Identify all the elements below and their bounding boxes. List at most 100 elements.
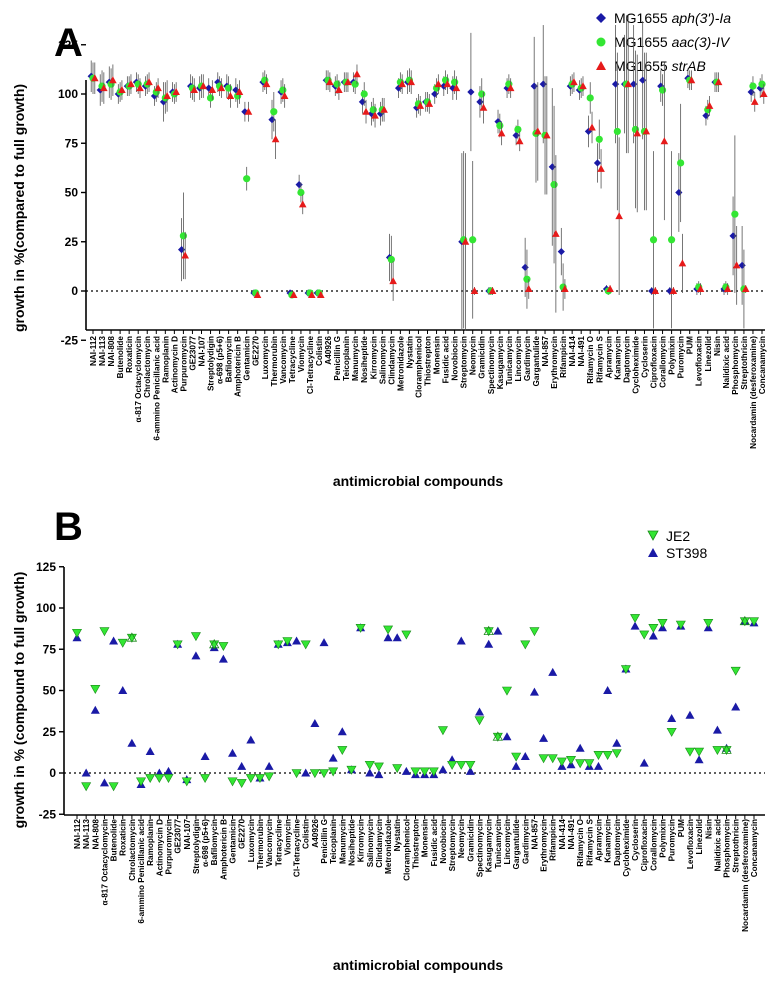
point-je2-lincomycin <box>501 686 512 696</box>
point-je2-nai-491 <box>566 756 577 765</box>
point-st398-nai-113 <box>81 768 91 777</box>
x-category-label-kirromycin: Kirromycin <box>369 336 378 379</box>
point-mg1655-aph-3-ia-ciprofloxacin <box>648 287 656 295</box>
point-je2-puromycin <box>666 727 677 737</box>
point-st398-daptomycin <box>612 738 622 747</box>
point-mg1655-aac-3-iv-gramicidin <box>478 90 486 98</box>
point-mg1655-strab-concanamycin <box>760 90 768 97</box>
point-je2-kasugamycin <box>483 627 494 637</box>
point-mg1655-strab-puromycin <box>678 259 687 267</box>
point-mg1655-aac-3-iv-rifamycin-o <box>586 94 594 102</box>
point-mg1655-strab-streptomycin <box>461 237 470 245</box>
point-st398-streptolydigin <box>191 651 201 660</box>
point-je2-apramycin <box>593 751 604 760</box>
legend-label-strab: MG1655 strAB <box>614 58 706 74</box>
point-mg1655-strab-roxaticin <box>127 80 135 88</box>
point-mg1655-strab-neomycin <box>470 287 479 294</box>
x-category-label-clindamycin: Clindamycin <box>387 336 396 385</box>
x-category-label-gramicidin: Gramicidin <box>478 336 487 379</box>
point-mg1655-strab-cycloserin <box>642 127 651 135</box>
point-je2-levofloxacin <box>684 747 695 757</box>
point-mg1655-strab-pum <box>687 76 696 84</box>
point-je2-actinomycin-d <box>154 774 165 784</box>
y-tick-label: 50 <box>43 684 57 698</box>
x-category-label-metronidazole: Metronidazole <box>396 336 405 391</box>
y-tick-label: 0 <box>71 284 78 298</box>
x-category-label-pum: PUM <box>677 819 686 837</box>
x-category-label-nai-113: NAI-113 <box>82 819 91 849</box>
x-category-label-amphotericin-b: Amphotericin B <box>219 819 228 880</box>
point-mg1655-strab-nocardamin-desferoxamine <box>750 97 759 105</box>
point-je2-thiostrepton <box>410 767 421 777</box>
point-st398-817-octacyclomycin <box>99 778 109 787</box>
point-st398-ge2270 <box>237 761 247 770</box>
point-mg1655-aac-3-iv-bafilomycin <box>225 84 233 92</box>
x-category-label-novobiocin: Novobiocin <box>439 819 448 864</box>
point-st398-698-p5-6 <box>200 752 210 760</box>
point-mg1655-aac-3-iv-nosiheptide <box>360 90 368 98</box>
x-category-label-nystatin: Nystatin <box>405 336 414 368</box>
point-mg1655-strab-tunicamycin <box>506 84 515 92</box>
x-category-label-rifamycin-s: Rifamycin S <box>585 818 594 865</box>
panel-a-label: A <box>54 21 83 65</box>
panel-a-data-points <box>87 15 768 331</box>
x-category-label-concanamycin: Concanamycin <box>758 336 767 394</box>
point-mg1655-aph-3-ia-cycloserin <box>639 76 647 84</box>
point-je2-streptomycin <box>447 760 458 770</box>
point-mg1655-strab-ciprofloxacin <box>651 287 660 294</box>
point-st398-salinomycin <box>365 768 375 777</box>
point-mg1655-strab-a40926 <box>326 78 334 86</box>
point-mg1655-aac-3-iv-nocardamin-desferoxamine <box>749 82 757 90</box>
x-category-label-tetracycline: Tetracycline <box>288 336 297 384</box>
x-category-label-streptothricin: Streptothricin <box>740 336 749 390</box>
x-category-label-ge2270: GE2270 <box>252 336 261 366</box>
point-mg1655-aac-3-iv-phosphomycin <box>731 210 739 218</box>
x-category-label-thermorubin: Thermorubin <box>256 819 265 870</box>
x-category-label-vancomycin: Vancomycin <box>279 336 288 384</box>
point-je2-overlap-chrolactomycin <box>126 632 138 642</box>
point-je2-polymixin <box>657 619 668 628</box>
point-mg1655-strab-streptolydigin <box>208 86 217 94</box>
x-category-label-penicillin-g: Penicillin G <box>333 336 342 381</box>
point-je2-salinomycin <box>364 760 375 770</box>
point-st398-chrolactomycin <box>127 738 137 747</box>
x-category-label-nai-112: NAI-112 <box>89 336 98 366</box>
x-category-label-butenolide: Butenolide <box>116 336 125 379</box>
point-mg1655-strab-nalidixic-acid <box>723 285 732 293</box>
point-je2-neomycin <box>456 760 467 770</box>
point-st398-colistin <box>301 768 311 777</box>
point-je2-fusidic-acid <box>428 767 439 777</box>
panel-b-data-points <box>71 614 760 792</box>
point-mg1655-strab-nisin <box>714 78 723 86</box>
panel-b-label: B <box>54 505 83 549</box>
point-mg1655-aph-3-ia-gargantulide <box>530 82 538 90</box>
point-st398-gentamicin <box>228 748 238 757</box>
point-st398-gardimycin <box>520 752 530 760</box>
point-mg1655-aac-3-iv-puromycin <box>677 159 685 167</box>
point-mg1655-strab-rifamycin-s <box>597 164 605 172</box>
x-category-label-nai-491: NAI-491 <box>577 336 586 367</box>
x-category-label-cloramphenicol: Cloramphenicol <box>402 819 411 881</box>
point-je2-overlap-kasugamycin <box>483 625 494 635</box>
point-je2-daptomycin <box>611 749 622 759</box>
x-category-label-nai-107: NAI-107 <box>183 819 192 850</box>
point-st398-rifamycin-o <box>575 743 585 752</box>
point-st398-gargantulide <box>511 761 521 770</box>
x-category-label-nai-857: NAI-857 <box>530 819 539 850</box>
point-mg1655-strab-rifamycin-o <box>588 123 596 131</box>
x-category-label-fusidic-acid: Fusidic acid <box>442 336 451 383</box>
x-category-label-tetracycline: Tetracycline <box>274 819 283 867</box>
point-je2-gargantulide <box>511 752 522 762</box>
x-category-label-actinomycin-d: Actinomycin D <box>155 819 164 876</box>
point-je2-spectinomycin <box>474 716 485 726</box>
point-mg1655-aph-3-ia-novobiocin <box>449 84 457 92</box>
point-st398-metronidazole <box>383 633 393 642</box>
panel-b-x-axis-title: antimicrobial compounds <box>333 957 504 973</box>
point-mg1655-aac-3-iv-gentamicin <box>243 175 251 183</box>
point-je2-thermorubin <box>254 774 265 784</box>
point-mg1655-aac-3-iv-purpuromycin <box>179 232 188 240</box>
x-category-label-butenolide: Butenolide <box>110 819 119 862</box>
x-category-label-gardimycin: Gardimycin <box>523 336 532 381</box>
x-category-label-698-p5-6: α-698 (p5+6) <box>201 819 210 867</box>
